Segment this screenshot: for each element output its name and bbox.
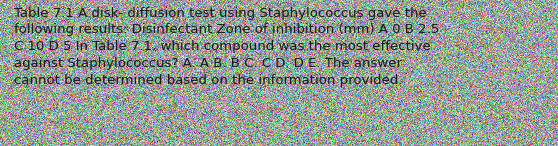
Text: Table 7.1 A disk- diffusion test using Staphylococcus gave the
following results: Table 7.1 A disk- diffusion test using S…	[14, 7, 439, 87]
